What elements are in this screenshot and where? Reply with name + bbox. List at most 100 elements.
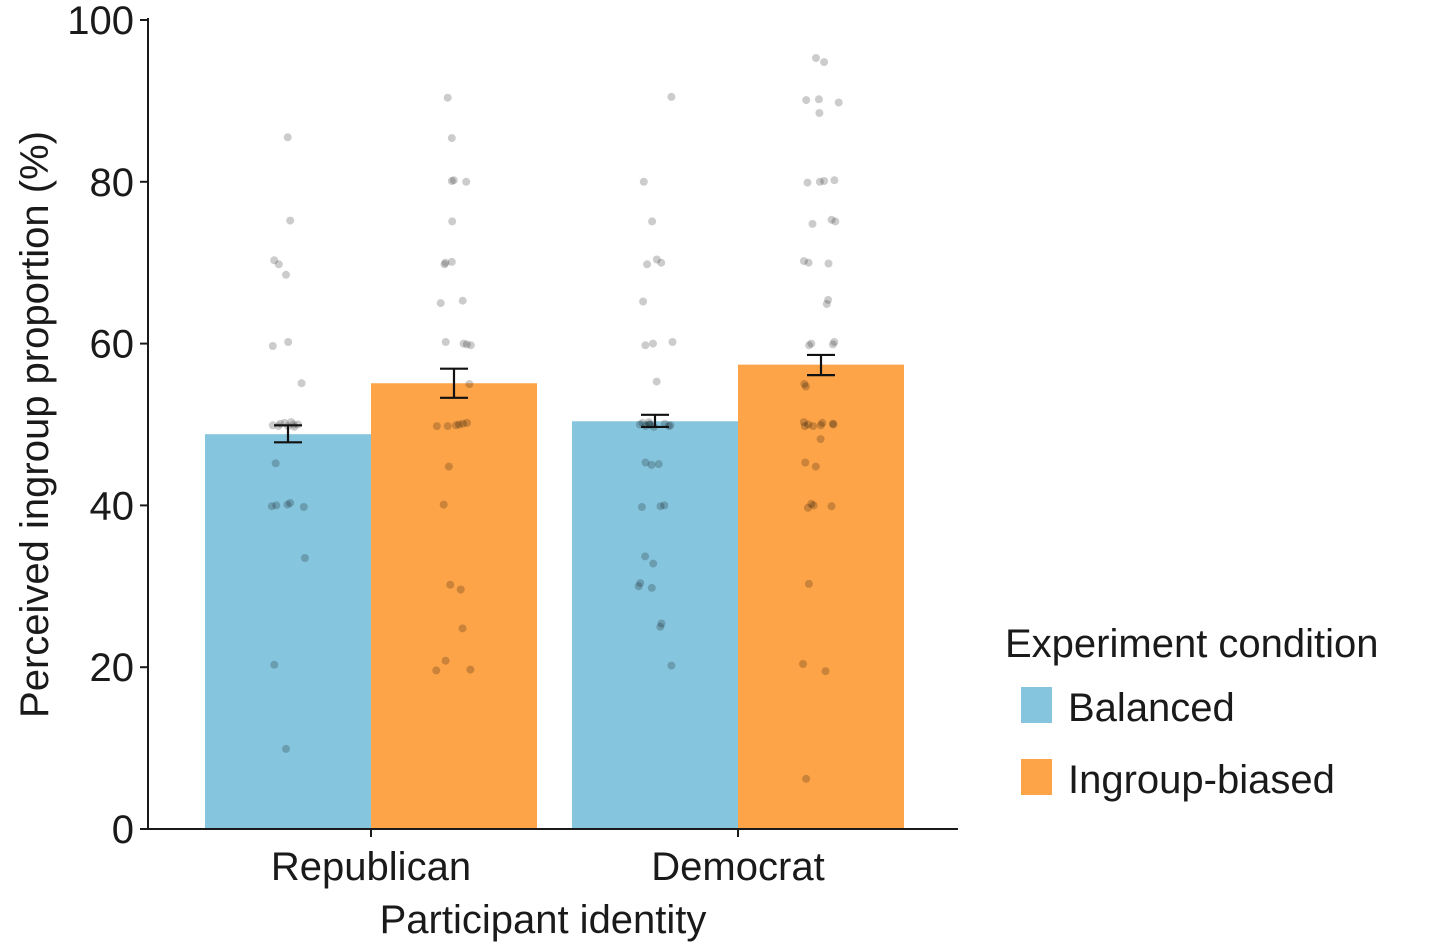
data-point <box>815 109 824 117</box>
x-axis-title: Participant identity <box>380 898 707 942</box>
data-point <box>268 421 277 430</box>
data-point <box>827 502 836 511</box>
legend <box>1021 687 1052 795</box>
data-point <box>799 660 807 668</box>
data-point <box>639 177 648 186</box>
data-point <box>290 422 299 431</box>
data-point <box>641 341 650 350</box>
y-tick-label: 80 <box>90 161 135 205</box>
data-point <box>638 418 647 427</box>
data-point <box>432 422 441 431</box>
data-point <box>455 420 464 429</box>
data-point <box>668 338 677 346</box>
data-point <box>667 661 676 670</box>
data-point <box>443 422 452 431</box>
data-point <box>821 667 830 676</box>
data-point <box>447 177 456 185</box>
y-axis-title: Perceived ingroup proportion (%) <box>13 131 57 718</box>
data-point <box>641 458 650 467</box>
bar-balanced-democrat <box>572 421 738 829</box>
y-tick-label: 40 <box>90 484 135 528</box>
data-point <box>447 257 456 266</box>
data-point <box>271 459 280 468</box>
data-point <box>828 340 837 349</box>
data-point <box>466 665 475 674</box>
data-point <box>268 342 277 350</box>
data-point <box>807 499 816 508</box>
bar-ingroup-biased-republican <box>371 383 537 829</box>
data-point <box>648 217 657 226</box>
data-point <box>830 338 839 346</box>
data-point <box>282 270 290 279</box>
data-point <box>286 499 295 507</box>
data-point <box>802 96 811 105</box>
legend-label: Balanced <box>1068 686 1235 730</box>
data-point <box>439 500 448 509</box>
data-point <box>283 133 292 142</box>
data-point <box>283 500 292 509</box>
data-point <box>800 422 809 431</box>
data-point <box>820 58 829 67</box>
data-point <box>641 552 650 561</box>
data-point <box>267 502 276 511</box>
data-point <box>287 418 296 427</box>
data-point <box>272 501 281 510</box>
data-point <box>811 462 820 471</box>
data-point <box>649 559 658 568</box>
data-point <box>634 582 643 591</box>
data-point <box>443 93 452 102</box>
data-point <box>465 380 474 388</box>
data-point <box>809 422 818 431</box>
data-point <box>299 503 308 511</box>
data-point <box>828 419 837 428</box>
data-point <box>647 583 656 592</box>
data-point <box>644 418 653 427</box>
data-point <box>643 260 652 269</box>
y-tick-label: 100 <box>67 0 134 43</box>
data-point <box>466 341 475 350</box>
data-point <box>656 622 665 631</box>
data-point <box>660 419 669 428</box>
data-point <box>807 339 816 348</box>
data-point <box>804 579 813 588</box>
data-point <box>814 95 823 104</box>
data-point <box>462 340 471 349</box>
data-points <box>267 54 843 783</box>
data-point <box>441 258 450 267</box>
data-point <box>805 341 814 350</box>
data-point <box>456 585 465 594</box>
data-point <box>818 418 827 427</box>
data-point <box>444 462 453 471</box>
data-point <box>803 503 812 512</box>
data-point <box>639 297 648 306</box>
data-point <box>463 418 471 427</box>
data-point <box>432 666 441 675</box>
data-point <box>812 54 820 62</box>
data-point <box>804 420 813 429</box>
data-point <box>816 421 825 430</box>
data-point <box>809 501 818 510</box>
data-point <box>462 177 471 186</box>
data-point <box>827 215 836 224</box>
data-point <box>801 382 810 391</box>
data-point <box>636 579 645 588</box>
data-point <box>441 338 450 346</box>
data-point <box>816 435 825 444</box>
data-point <box>800 380 809 388</box>
bar-balanced-republican <box>205 434 371 829</box>
data-point <box>657 619 666 628</box>
data-point <box>802 774 811 783</box>
legend-swatch-balanced <box>1021 687 1052 723</box>
x-tick-label: Democrat <box>651 845 824 889</box>
data-point <box>446 580 455 589</box>
legend-swatch-ingroup-biased <box>1021 759 1052 795</box>
data-point <box>799 257 808 266</box>
bars <box>205 364 904 829</box>
data-point <box>459 339 468 348</box>
data-point <box>654 460 663 469</box>
data-point <box>657 258 666 267</box>
data-point <box>803 178 812 187</box>
data-point <box>436 299 445 308</box>
data-point <box>824 295 833 304</box>
